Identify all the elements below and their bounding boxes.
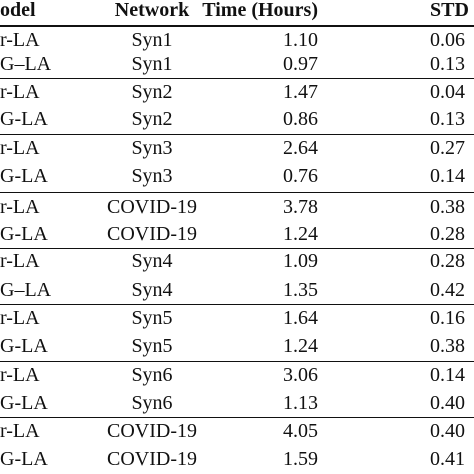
header-cell: Time (Hours) (202, 0, 318, 21)
table-cell: G-LA (0, 392, 48, 414)
table-cell: 0.97 (283, 53, 318, 75)
table-cell: 0.41 (430, 448, 465, 470)
rule (0, 134, 474, 135)
table-cell: 0.28 (430, 250, 465, 272)
table-cell: Syn1 (131, 53, 173, 75)
table-cell: r-LA (0, 420, 40, 442)
rule (0, 361, 474, 362)
table-cell: 0.04 (430, 81, 465, 103)
table-cell: COVID-19 (107, 420, 197, 442)
table-cell: COVID-19 (107, 223, 197, 245)
table-cell: G-LA (0, 335, 48, 357)
table-cell: 3.78 (283, 196, 318, 218)
table-cell: Syn6 (131, 392, 173, 414)
table-cell: r-LA (0, 364, 40, 386)
table-cell: Syn3 (131, 137, 173, 159)
table-cell: 4.05 (283, 420, 318, 442)
table-cell: G-LA (0, 165, 48, 187)
table-cell: G-LA (0, 448, 48, 470)
table-cell: r-LA (0, 137, 40, 159)
table-cell: 0.14 (430, 364, 465, 386)
table-cell: G–LA (0, 279, 52, 301)
table-cell: 1.59 (283, 448, 318, 470)
table-cell: r-LA (0, 250, 40, 272)
table-cell: Syn2 (131, 81, 173, 103)
table-cell: COVID-19 (107, 196, 197, 218)
rule (0, 192, 474, 193)
table-cell: 0.16 (430, 307, 465, 329)
table-cell: Syn4 (131, 279, 173, 301)
table-cell: Syn1 (131, 29, 173, 51)
table-cell: Syn5 (131, 335, 173, 357)
table-cell: 1.13 (283, 392, 318, 414)
table-cell: G-LA (0, 223, 48, 245)
table-cell: 1.35 (283, 279, 318, 301)
table-cell: 0.13 (430, 108, 465, 130)
table-cell: Syn3 (131, 165, 173, 187)
table-cell: Syn2 (131, 108, 173, 130)
table-cell: 0.86 (283, 108, 318, 130)
header-cell: STD E (430, 0, 474, 21)
table-cell: 0.27 (430, 137, 465, 159)
table-cell: 1.09 (283, 250, 318, 272)
table-cell: 0.06 (430, 29, 465, 51)
table-cell: 0.14 (430, 165, 465, 187)
table-cell: Syn6 (131, 364, 173, 386)
table-cell: 0.13 (430, 53, 465, 75)
rule (0, 248, 474, 249)
table-cell: G–LA (0, 53, 52, 75)
table-cell: r-LA (0, 29, 40, 51)
table-cell: G-LA (0, 108, 48, 130)
table-cell: 0.76 (283, 165, 318, 187)
table-cell: Syn4 (131, 250, 173, 272)
rule (0, 78, 474, 79)
table-cell: 1.10 (283, 29, 318, 51)
table-cell: 0.42 (430, 279, 465, 301)
rule (0, 25, 474, 27)
table-cell: r-LA (0, 307, 40, 329)
header-cell: odel (0, 0, 36, 21)
table-cell: 1.47 (283, 81, 318, 103)
table-cell: 0.40 (430, 392, 465, 414)
rule (0, 417, 474, 418)
table-cell: 0.28 (430, 223, 465, 245)
table-cell: 2.64 (283, 137, 318, 159)
table-cell: r-LA (0, 81, 40, 103)
table-cell: COVID-19 (107, 448, 197, 470)
table-cell: 1.64 (283, 307, 318, 329)
table-cell: Syn5 (131, 307, 173, 329)
table-cell: 0.40 (430, 420, 465, 442)
table-cell: 0.38 (430, 196, 465, 218)
rule (0, 304, 474, 305)
table-cell: 1.24 (283, 223, 318, 245)
table-cell: r-LA (0, 196, 40, 218)
header-cell: Network (114, 0, 190, 21)
table-cell: 3.06 (283, 364, 318, 386)
table-cell: 0.38 (430, 335, 465, 357)
table-cell: 1.24 (283, 335, 318, 357)
